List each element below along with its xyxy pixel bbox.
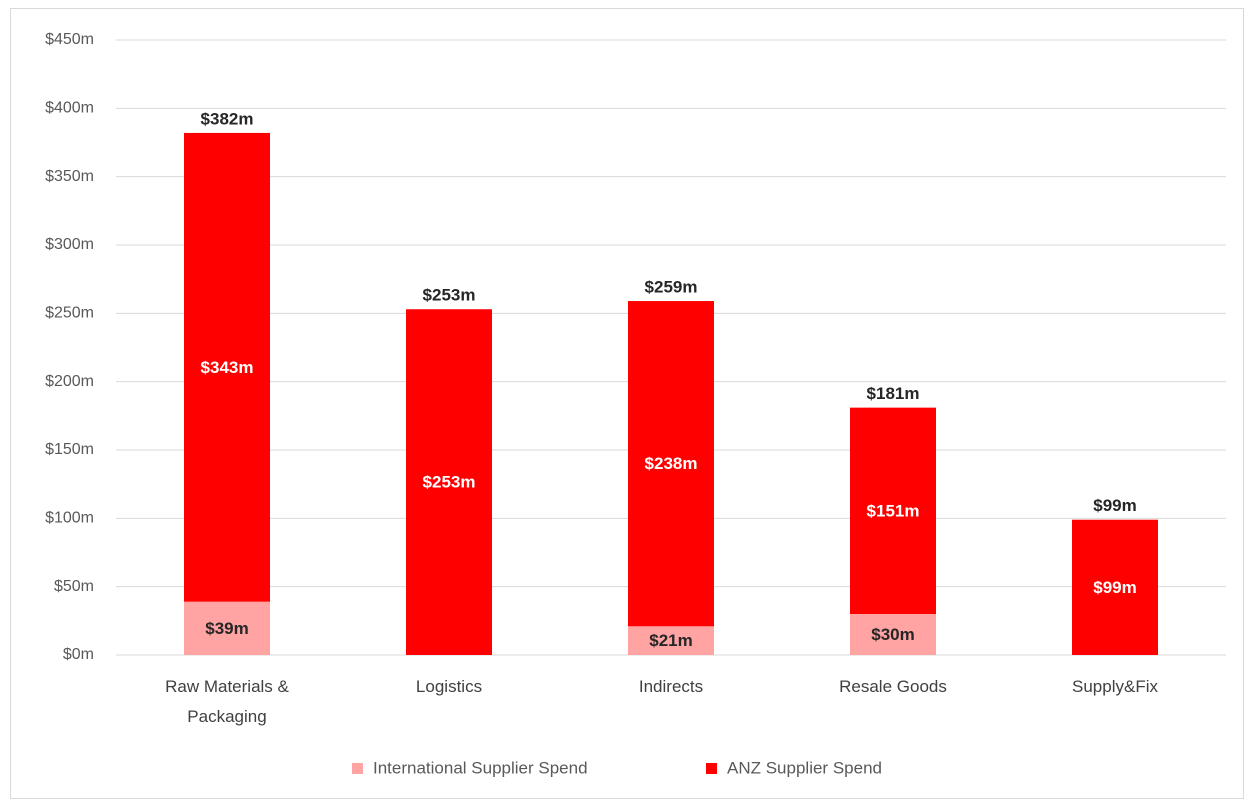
bar-segment [850,614,936,655]
x-tick-label: Indirects [638,677,704,696]
data-label: $21m [649,631,692,650]
bar-segment [184,601,270,655]
x-tick-label: Raw Materials & Packaging [165,677,289,726]
y-tick-label: $300m [45,236,94,253]
bar-segment [184,132,270,602]
data-label: $151m [867,501,920,520]
y-tick-label: $50m [54,578,94,595]
x-tick-label: Supply&Fix [1072,677,1158,696]
y-tick-label: $350m [45,168,94,185]
data-label: $343m [201,358,254,377]
total-label: $253m [423,286,476,305]
y-tick-label: $250m [45,305,94,322]
total-label: $382m [201,109,254,128]
y-tick-label: $400m [45,100,94,117]
legend-swatch [706,763,717,774]
y-tick-label: $200m [45,373,94,390]
y-tick-label: $100m [45,510,94,527]
y-tick-label: $0m [63,646,94,663]
legend-label: ANZ Supplier Spend [727,758,882,777]
data-label: $99m [1093,578,1136,597]
data-label: $238m [645,454,698,473]
data-label: $39m [205,619,248,638]
bar-segment [628,301,714,627]
total-label: $99m [1093,496,1136,515]
y-tick-label: $450m [45,31,94,48]
x-tick-label: Logistics [415,677,483,696]
data-label: $30m [871,625,914,644]
bar-segment [406,309,492,655]
y-tick-label: $150m [45,441,94,458]
x-tick-label: Resale Goods [839,677,947,696]
legend-swatch [352,763,363,774]
bar-segment [850,407,936,614]
legend-label: International Supplier Spend [373,758,588,777]
total-label: $181m [867,384,920,403]
data-label: $253m [423,473,476,492]
total-label: $259m [645,278,698,297]
bar-segment [628,626,714,655]
bar-segment [1072,519,1158,655]
